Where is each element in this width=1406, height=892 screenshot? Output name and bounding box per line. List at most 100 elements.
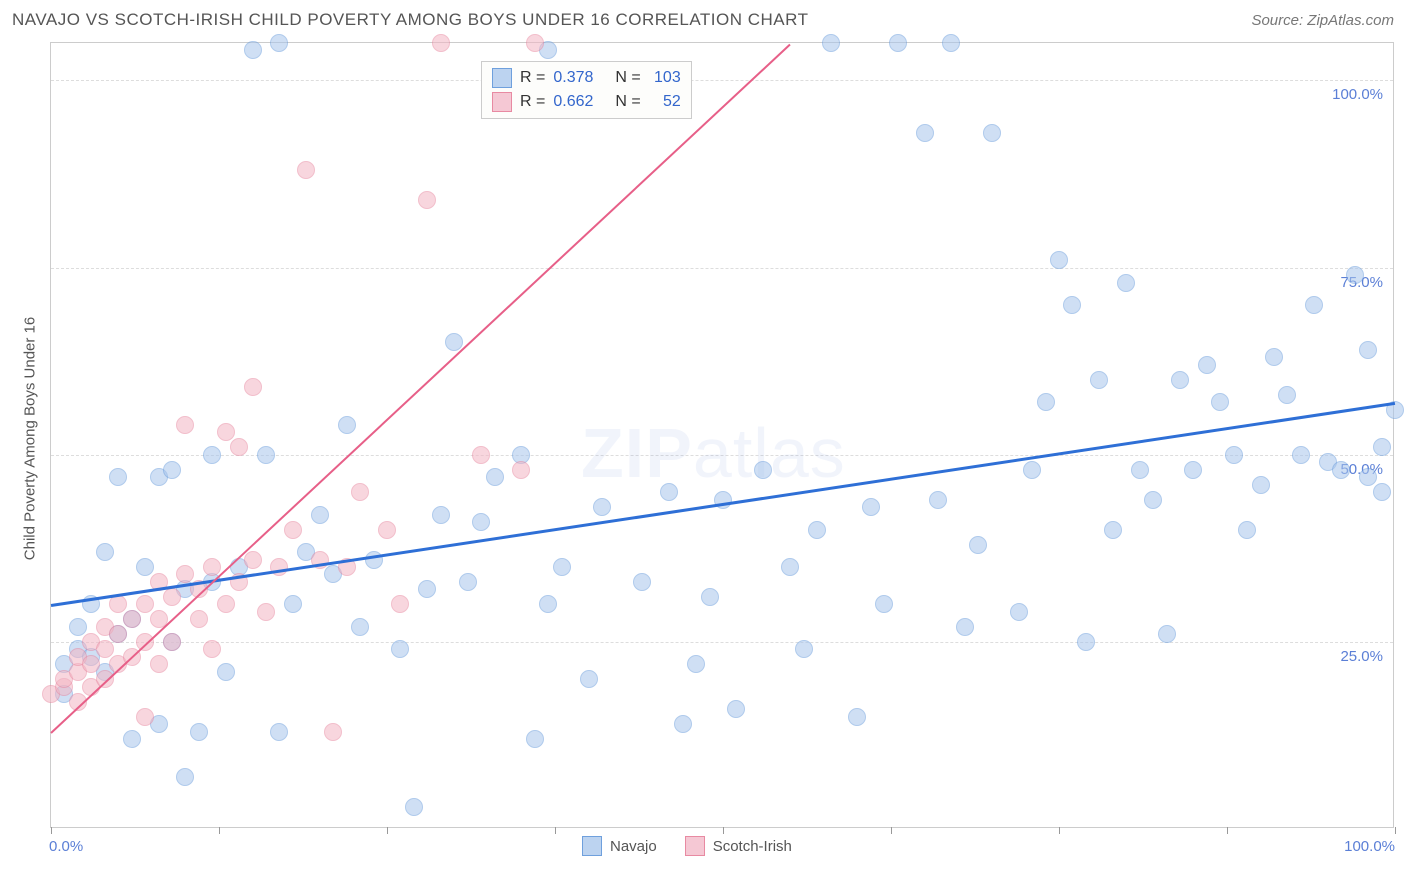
data-point [203,558,221,576]
data-point [1131,461,1149,479]
data-point [123,730,141,748]
data-point [1198,356,1216,374]
y-tick-label: 25.0% [1340,648,1383,665]
data-point [351,483,369,501]
data-point [1090,371,1108,389]
data-point [203,446,221,464]
legend-swatch [582,836,602,856]
data-point [1225,446,1243,464]
data-point [257,446,275,464]
legend-item: Navajo [582,836,657,856]
data-point [754,461,772,479]
data-point [244,378,262,396]
data-point [405,798,423,816]
data-point [1077,633,1095,651]
data-point [190,610,208,628]
trend-line [50,43,791,733]
data-point [257,603,275,621]
x-tick [387,827,388,834]
data-point [270,723,288,741]
data-point [889,34,907,52]
data-point [150,655,168,673]
r-value: 0.378 [553,69,593,87]
watermark: ZIPatlas [581,413,846,493]
gridline-h [51,455,1393,456]
y-axis-label: Child Poverty Among Boys Under 16 [22,299,39,579]
data-point [916,124,934,142]
data-point [1211,393,1229,411]
x-tick [51,827,52,834]
x-tick-label: 0.0% [49,838,83,855]
data-point [297,161,315,179]
n-label: N = [615,69,640,87]
data-point [660,483,678,501]
x-tick [1059,827,1060,834]
data-point [1171,371,1189,389]
data-point [727,700,745,718]
data-point [553,558,571,576]
data-point [351,618,369,636]
data-point [69,618,87,636]
chart-container: NAVAJO VS SCOTCH-IRISH CHILD POVERTY AMO… [0,0,1406,892]
data-point [526,34,544,52]
data-point [1252,476,1270,494]
data-point [176,416,194,434]
data-point [822,34,840,52]
data-point [432,34,450,52]
data-point [956,618,974,636]
legend-swatch [685,836,705,856]
r-label: R = [520,93,545,111]
data-point [270,558,288,576]
x-tick-label: 100.0% [1344,838,1395,855]
data-point [1265,348,1283,366]
x-tick [1395,827,1396,834]
x-tick [555,827,556,834]
data-point [1238,521,1256,539]
data-point [136,708,154,726]
gridline-h [51,642,1393,643]
series-swatch [492,92,512,112]
data-point [942,34,960,52]
legend: Navajo Scotch-Irish [582,836,792,856]
data-point [1158,625,1176,643]
x-tick [1227,827,1228,834]
data-point [418,191,436,209]
data-point [593,498,611,516]
data-point [109,625,127,643]
r-label: R = [520,69,545,87]
data-point [795,640,813,658]
data-point [432,506,450,524]
data-point [1359,468,1377,486]
data-point [687,655,705,673]
data-point [391,640,409,658]
data-point [190,723,208,741]
data-point [969,536,987,554]
data-point [701,588,719,606]
data-point [929,491,947,509]
data-point [230,438,248,456]
data-point [378,521,396,539]
data-point [284,521,302,539]
data-point [324,723,342,741]
data-point [203,640,221,658]
plot-area: 25.0%50.0%75.0%100.0%0.0%100.0%ZIPatlasR… [50,42,1394,828]
data-point [1117,274,1135,292]
data-point [1010,603,1028,621]
data-point [459,573,477,591]
data-point [1050,251,1068,269]
data-point [1373,483,1391,501]
legend-item: Scotch-Irish [685,836,792,856]
source-label: Source: ZipAtlas.com [1251,12,1394,29]
x-tick [723,827,724,834]
y-tick-label: 100.0% [1332,86,1383,103]
data-point [217,423,235,441]
gridline-h [51,80,1393,81]
data-point [1037,393,1055,411]
chart-title: NAVAJO VS SCOTCH-IRISH CHILD POVERTY AMO… [12,10,808,30]
data-point [848,708,866,726]
data-point [217,663,235,681]
n-label: N = [615,93,640,111]
correlation-row: R =0.378N =103 [492,66,681,90]
data-point [512,461,530,479]
data-point [1305,296,1323,314]
